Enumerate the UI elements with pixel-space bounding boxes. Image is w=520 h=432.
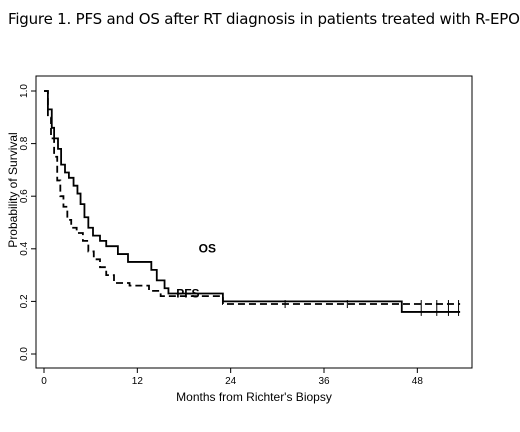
y-tick-label: 0.0 <box>19 347 30 361</box>
x-tick-label: 48 <box>412 376 424 387</box>
y-tick-label: 0.6 <box>19 189 30 203</box>
x-tick-label: 36 <box>318 376 330 387</box>
x-axis-label: Months from Richter's Biopsy <box>176 390 332 404</box>
y-axis-label: Probability of Survival <box>6 132 20 247</box>
x-tick-label: 12 <box>132 376 144 387</box>
y-tick-label: 0.4 <box>19 241 30 255</box>
x-axis: 0 12 24 36 48 <box>41 368 423 387</box>
y-tick-label: 0.8 <box>19 136 30 150</box>
annotation-layer: OS PFS <box>176 242 216 301</box>
plot-frame <box>35 75 473 369</box>
x-tick-label: 24 <box>225 376 237 387</box>
y-tick-label: 0.2 <box>19 294 30 308</box>
series-line-os <box>44 90 461 313</box>
series-line-pfs <box>44 90 461 305</box>
series-layer <box>44 90 461 316</box>
y-axis: 0.0 0.2 0.4 0.6 0.8 1.0 <box>19 84 36 361</box>
y-tick-label: 1.0 <box>19 84 30 98</box>
series-label-pfs: PFS <box>176 286 199 300</box>
figure-title: Figure 1. PFS and OS after RT diagnosis … <box>8 10 520 28</box>
series-label-os: OS <box>199 242 216 256</box>
x-tick-label: 0 <box>41 376 47 387</box>
